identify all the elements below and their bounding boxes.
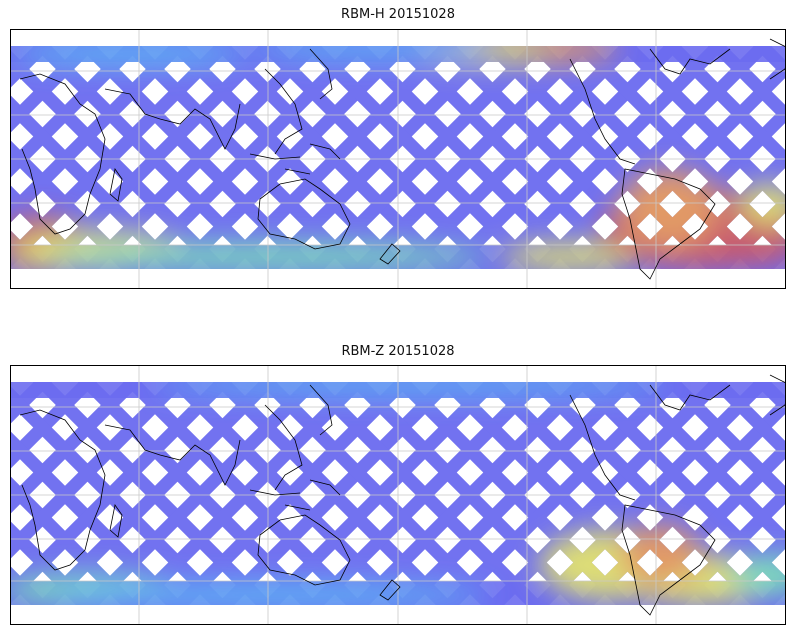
panel-title-rbm-h: RBM-H 20151028 (341, 7, 455, 22)
coastline (569, 48, 731, 165)
hotspot (150, 382, 670, 395)
graticule (10, 365, 786, 625)
coastline (109, 504, 123, 538)
panel-title-rbm-z: RBM-Z 20151028 (341, 344, 455, 359)
swath-descending (707, 382, 786, 461)
coastline (769, 374, 786, 416)
hotspot (730, 555, 786, 595)
coastline (257, 514, 351, 586)
coastline (621, 168, 716, 280)
hotspot (700, 222, 786, 266)
coastlines (19, 374, 786, 616)
hotspot (10, 46, 250, 66)
hotspot (620, 169, 720, 249)
swath-descending (707, 46, 786, 125)
map-frame (10, 29, 786, 289)
coastline (109, 168, 123, 202)
hotspot (50, 243, 490, 269)
hotspot (740, 184, 786, 224)
hotspot (620, 525, 700, 585)
coastline (769, 38, 786, 80)
coastline (104, 424, 241, 486)
coastline (104, 88, 241, 150)
coastline (19, 73, 106, 235)
map-panel-rbm-h (10, 29, 786, 289)
coastlines (19, 38, 786, 280)
hotspot (500, 243, 640, 269)
coastline (249, 143, 341, 175)
coastline (569, 384, 731, 501)
hotspot (50, 583, 490, 605)
coastline (257, 178, 351, 250)
coastline (264, 48, 333, 155)
coastline (264, 384, 333, 491)
coastline (379, 243, 401, 265)
map-frame (10, 365, 786, 625)
map-panel-rbm-z (10, 365, 786, 625)
coastline (19, 409, 106, 571)
coastline (249, 479, 341, 511)
coastline (621, 504, 716, 616)
intensity-hotspots (10, 382, 786, 605)
coastline (379, 579, 401, 601)
